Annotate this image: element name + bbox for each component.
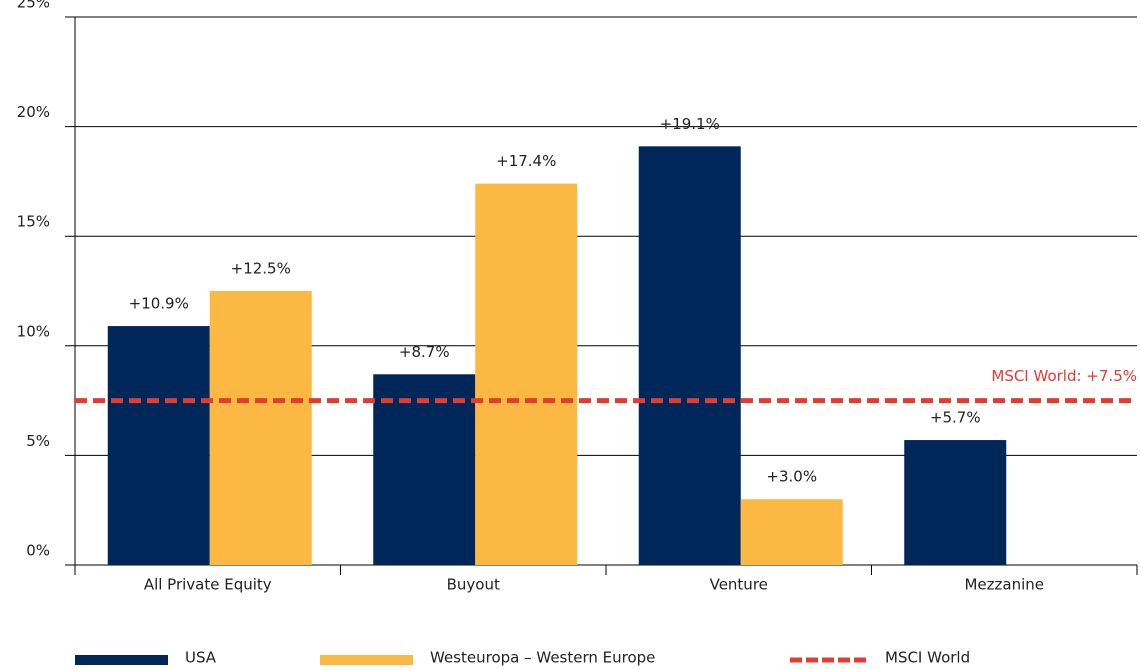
bar [638,146,741,565]
x-tick-label: Mezzanine [964,576,1044,594]
value-label: +10.9% [129,295,189,313]
bar [740,499,843,565]
bar [373,374,476,565]
y-tick-label: 10% [17,322,50,340]
bar [209,291,312,565]
x-tick-label: Buyout [447,576,500,594]
y-tick-label: 20% [17,103,50,121]
y-tick-label: 0% [26,542,50,560]
y-tick-label: 25% [17,0,50,12]
legend-swatch [75,655,168,665]
bar [475,183,578,566]
legend-label: MSCI World [885,649,970,667]
bar [107,326,210,565]
value-label: +12.5% [231,260,291,278]
value-label: +8.7% [399,343,450,361]
bar [904,440,1007,565]
y-tick-label: 5% [26,432,50,450]
value-label: +3.0% [766,468,817,486]
reference-label: MSCI World: +7.5% [991,367,1137,385]
value-label: +17.4% [496,152,556,170]
x-tick-label: All Private Equity [144,576,272,594]
value-label: +5.7% [930,409,981,427]
y-tick-label: 15% [17,213,50,231]
legend-label: USA [185,649,217,667]
x-tick-label: Venture [710,576,768,594]
legend-swatch [320,655,413,665]
legend-label: Westeuropa – Western Europe [430,649,655,667]
value-label: +19.1% [660,115,720,133]
